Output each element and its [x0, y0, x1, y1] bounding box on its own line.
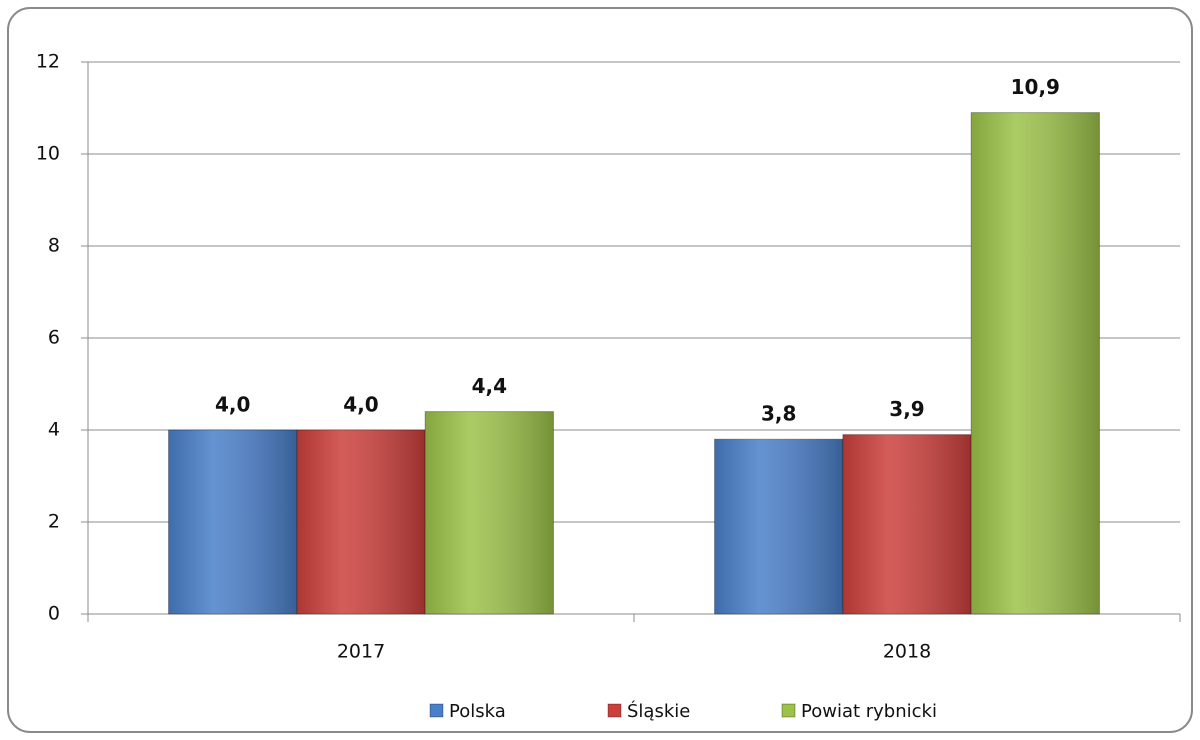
- legend-swatch: [607, 703, 622, 718]
- y-tick-label: 12: [36, 51, 60, 73]
- y-tick-label: 8: [48, 235, 60, 257]
- data-label: 3,9: [889, 397, 924, 421]
- x-tick-label: 2017: [337, 641, 385, 663]
- legend-label: Śląskie: [627, 700, 690, 722]
- y-tick-label: 0: [48, 603, 60, 625]
- x-tick-label: 2018: [883, 641, 931, 663]
- y-tick-label: 2: [48, 511, 60, 533]
- legend-label: Powiat rybnicki: [801, 701, 937, 722]
- bar: [970, 112, 1100, 615]
- data-label: 4,4: [472, 374, 507, 398]
- bar: [296, 429, 426, 615]
- bar: [168, 429, 298, 615]
- y-tick-label: 6: [48, 327, 60, 349]
- bar: [842, 434, 972, 615]
- legend-label: Polska: [449, 701, 506, 722]
- data-label: 3,8: [761, 402, 796, 426]
- y-tick-label: 10: [36, 143, 60, 165]
- legend-swatch: [429, 703, 444, 718]
- y-tick-label: 4: [48, 419, 60, 441]
- data-label: 4,0: [215, 393, 250, 417]
- data-label: 4,0: [343, 393, 378, 417]
- data-label: 10,9: [1011, 75, 1060, 99]
- bar: [714, 438, 844, 615]
- legend-swatch: [781, 703, 796, 718]
- bar: [424, 411, 554, 615]
